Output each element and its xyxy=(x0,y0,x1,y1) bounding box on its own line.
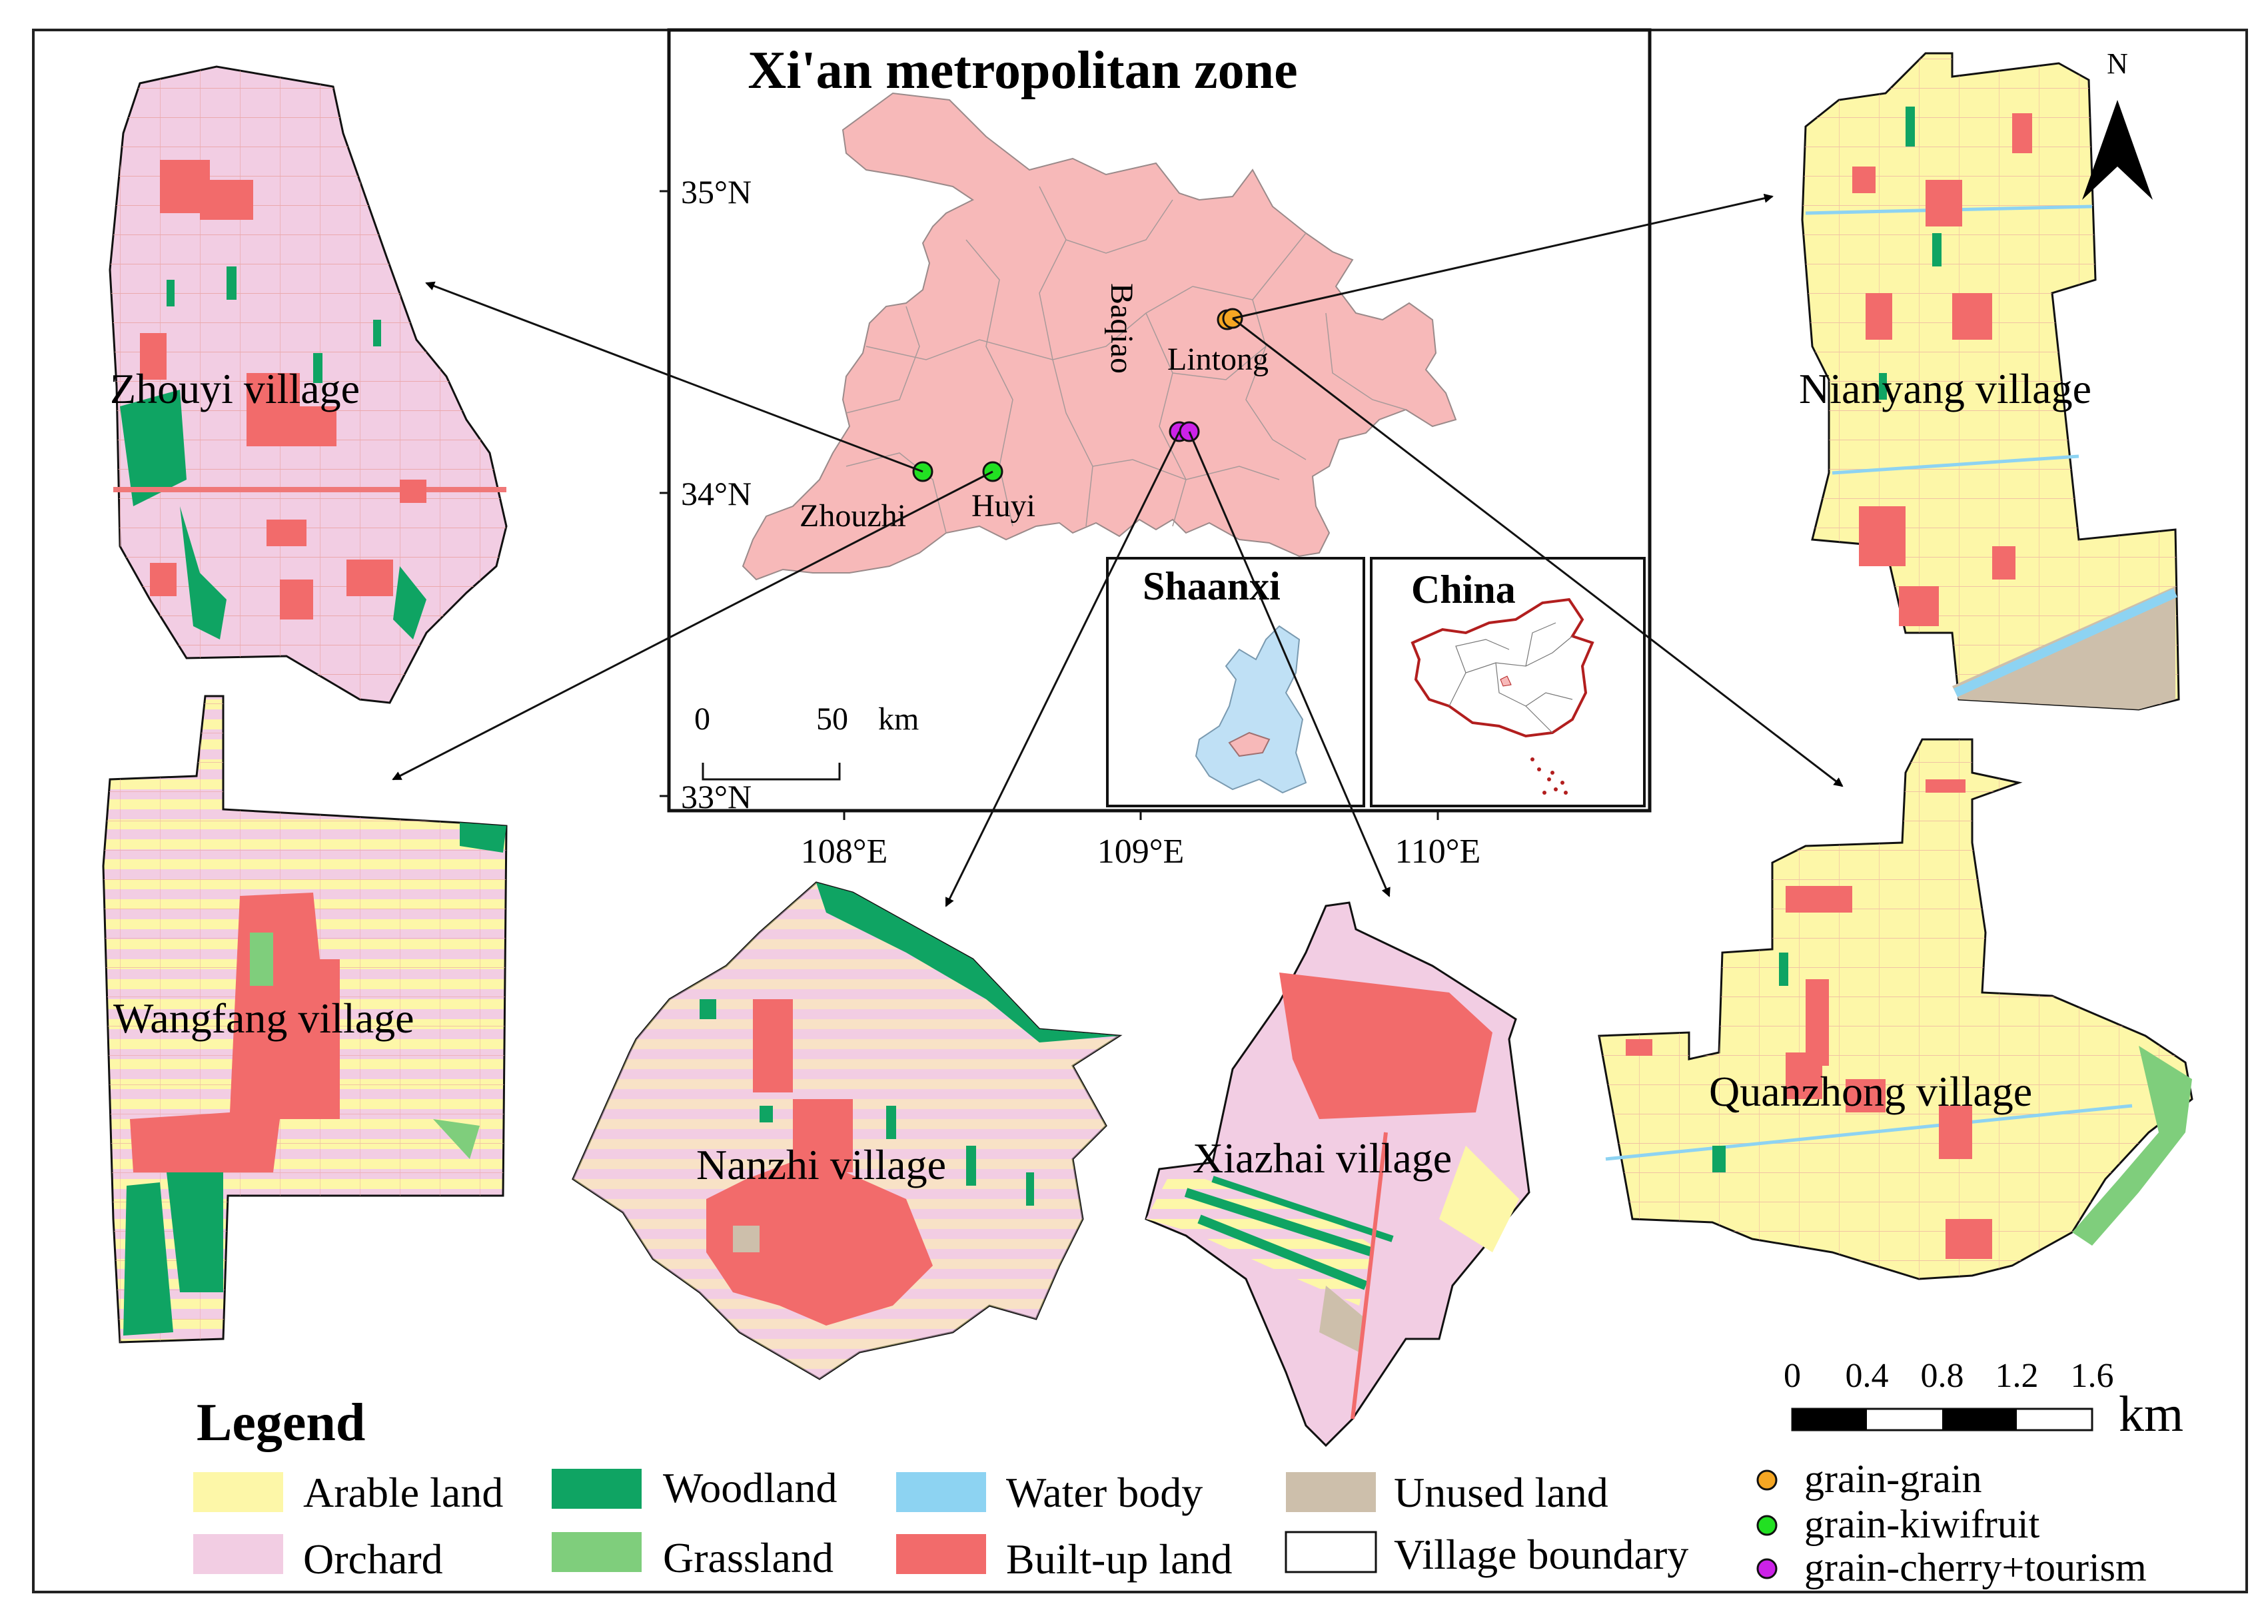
legend-label-orchard: Orchard xyxy=(303,1535,443,1583)
north-arrow: N xyxy=(2082,47,2153,200)
village-label-nanzhi: Nanzhi village xyxy=(696,1141,946,1188)
legend-swatch-water xyxy=(896,1472,986,1512)
inset-map: Xi'an metropolitan zone 35°N 34°N 33°N 1… xyxy=(660,28,1652,871)
legend-label-unused: Unused land xyxy=(1394,1469,1608,1516)
inset-scale-unit: km xyxy=(878,701,919,737)
legend-label-arable: Arable land xyxy=(303,1469,503,1516)
shaanxi-province-shape xyxy=(1195,625,1307,794)
legend-point-grain-grain xyxy=(1756,1469,1778,1491)
legend-title: Legend xyxy=(197,1394,365,1452)
lat-label-33: 33°N xyxy=(681,778,752,815)
legend-swatch-arable xyxy=(193,1472,283,1512)
legend-swatch-woodland xyxy=(552,1469,642,1509)
scale-unit: km xyxy=(2119,1386,2183,1442)
shaanxi-inset-title: Shaanxi xyxy=(1143,564,1281,608)
village-label-xiazhai: Xiazhai village xyxy=(1193,1134,1452,1182)
km-scale-bar: 0 0.4 0.8 1.2 1.6 km xyxy=(1784,1357,2183,1442)
village-label-wangfang: Wangfang village xyxy=(113,995,414,1042)
place-baqiao: Baqiao xyxy=(1104,283,1139,374)
china-inset: China xyxy=(1370,557,1646,807)
china-metro-highlight xyxy=(1500,675,1512,687)
place-huyi: Huyi xyxy=(971,488,1035,524)
china-inset-title: China xyxy=(1411,568,1516,611)
legend-swatch-orchard xyxy=(193,1534,283,1574)
north-label: N xyxy=(2107,47,2128,80)
lon-label-108: 108°E xyxy=(801,833,888,871)
village-label-zhouyi: Zhouyi village xyxy=(110,365,360,412)
village-nanzhi-map: Nanzhi village xyxy=(572,881,1123,1380)
china-provinces xyxy=(1448,622,1573,733)
village-zhouyi-map: Zhouyi village xyxy=(109,65,508,704)
scale-tick-1: 0.4 xyxy=(1846,1357,1889,1395)
legend-point-grain-cherry-tourism xyxy=(1756,1558,1778,1579)
inset-scale-bar: 0 50 km xyxy=(694,701,919,781)
scale-tick-0: 0 xyxy=(1784,1357,1801,1395)
scale-tick-4: 1.6 xyxy=(2071,1357,2114,1395)
county-boundaries xyxy=(846,186,1407,534)
lon-label-109: 109°E xyxy=(1097,833,1185,871)
village-wangfang-map: Wangfang village xyxy=(102,695,508,1344)
place-zhouzhi: Zhouzhi xyxy=(800,498,906,534)
scale-tick-2: 0.8 xyxy=(1921,1357,1964,1395)
legend-point-grain-kiwifruit xyxy=(1756,1515,1778,1536)
village-nianyang-map: Nianyang village xyxy=(1799,52,2180,711)
shaanxi-metro-highlight xyxy=(1228,731,1271,757)
inset-title: Xi'an metropolitan zone xyxy=(748,41,1297,100)
south-china-sea-islands xyxy=(1530,757,1568,795)
shaanxi-inset: Shaanxi xyxy=(1106,557,1365,807)
connector-arrows xyxy=(392,193,1844,907)
xian-metro-region xyxy=(742,92,1457,581)
inset-scale-fifty: 50 xyxy=(816,701,848,737)
village-quanzhong-map: Quanzhong village xyxy=(1598,738,2193,1280)
china-outline xyxy=(1411,598,1594,738)
legend-label-grain-grain: grain-grain xyxy=(1804,1457,1982,1501)
scale-tick-3: 1.2 xyxy=(1995,1357,2039,1395)
legend-label-grain-kiwifruit: grain-kiwifruit xyxy=(1804,1502,2040,1546)
legend: Legend Arable land Orchard Woodland Gras… xyxy=(193,1394,2147,1589)
village-xiazhai-map: Xiazhai village xyxy=(1145,901,1530,1447)
village-label-nianyang: Nianyang village xyxy=(1799,365,2091,412)
lat-label-34: 34°N xyxy=(681,475,752,512)
lat-label-35: 35°N xyxy=(681,173,752,210)
legend-label-grassland: Grassland xyxy=(663,1534,834,1581)
legend-label-grain-cherry-tourism: grain-cherry+tourism xyxy=(1804,1545,2147,1589)
village-label-quanzhong: Quanzhong village xyxy=(1709,1068,2032,1115)
legend-label-water: Water body xyxy=(1006,1469,1203,1516)
legend-label-builtup: Built-up land xyxy=(1006,1535,1233,1583)
lon-label-110: 110°E xyxy=(1395,833,1481,871)
legend-swatch-boundary xyxy=(1285,1531,1377,1573)
inset-scale-zero: 0 xyxy=(694,701,710,737)
legend-swatch-unused xyxy=(1286,1472,1376,1512)
legend-label-boundary: Village boundary xyxy=(1394,1531,1688,1578)
legend-swatch-grassland xyxy=(552,1532,642,1572)
place-lintong: Lintong xyxy=(1167,342,1269,377)
legend-label-woodland: Woodland xyxy=(663,1464,837,1511)
legend-swatch-builtup xyxy=(896,1534,986,1574)
